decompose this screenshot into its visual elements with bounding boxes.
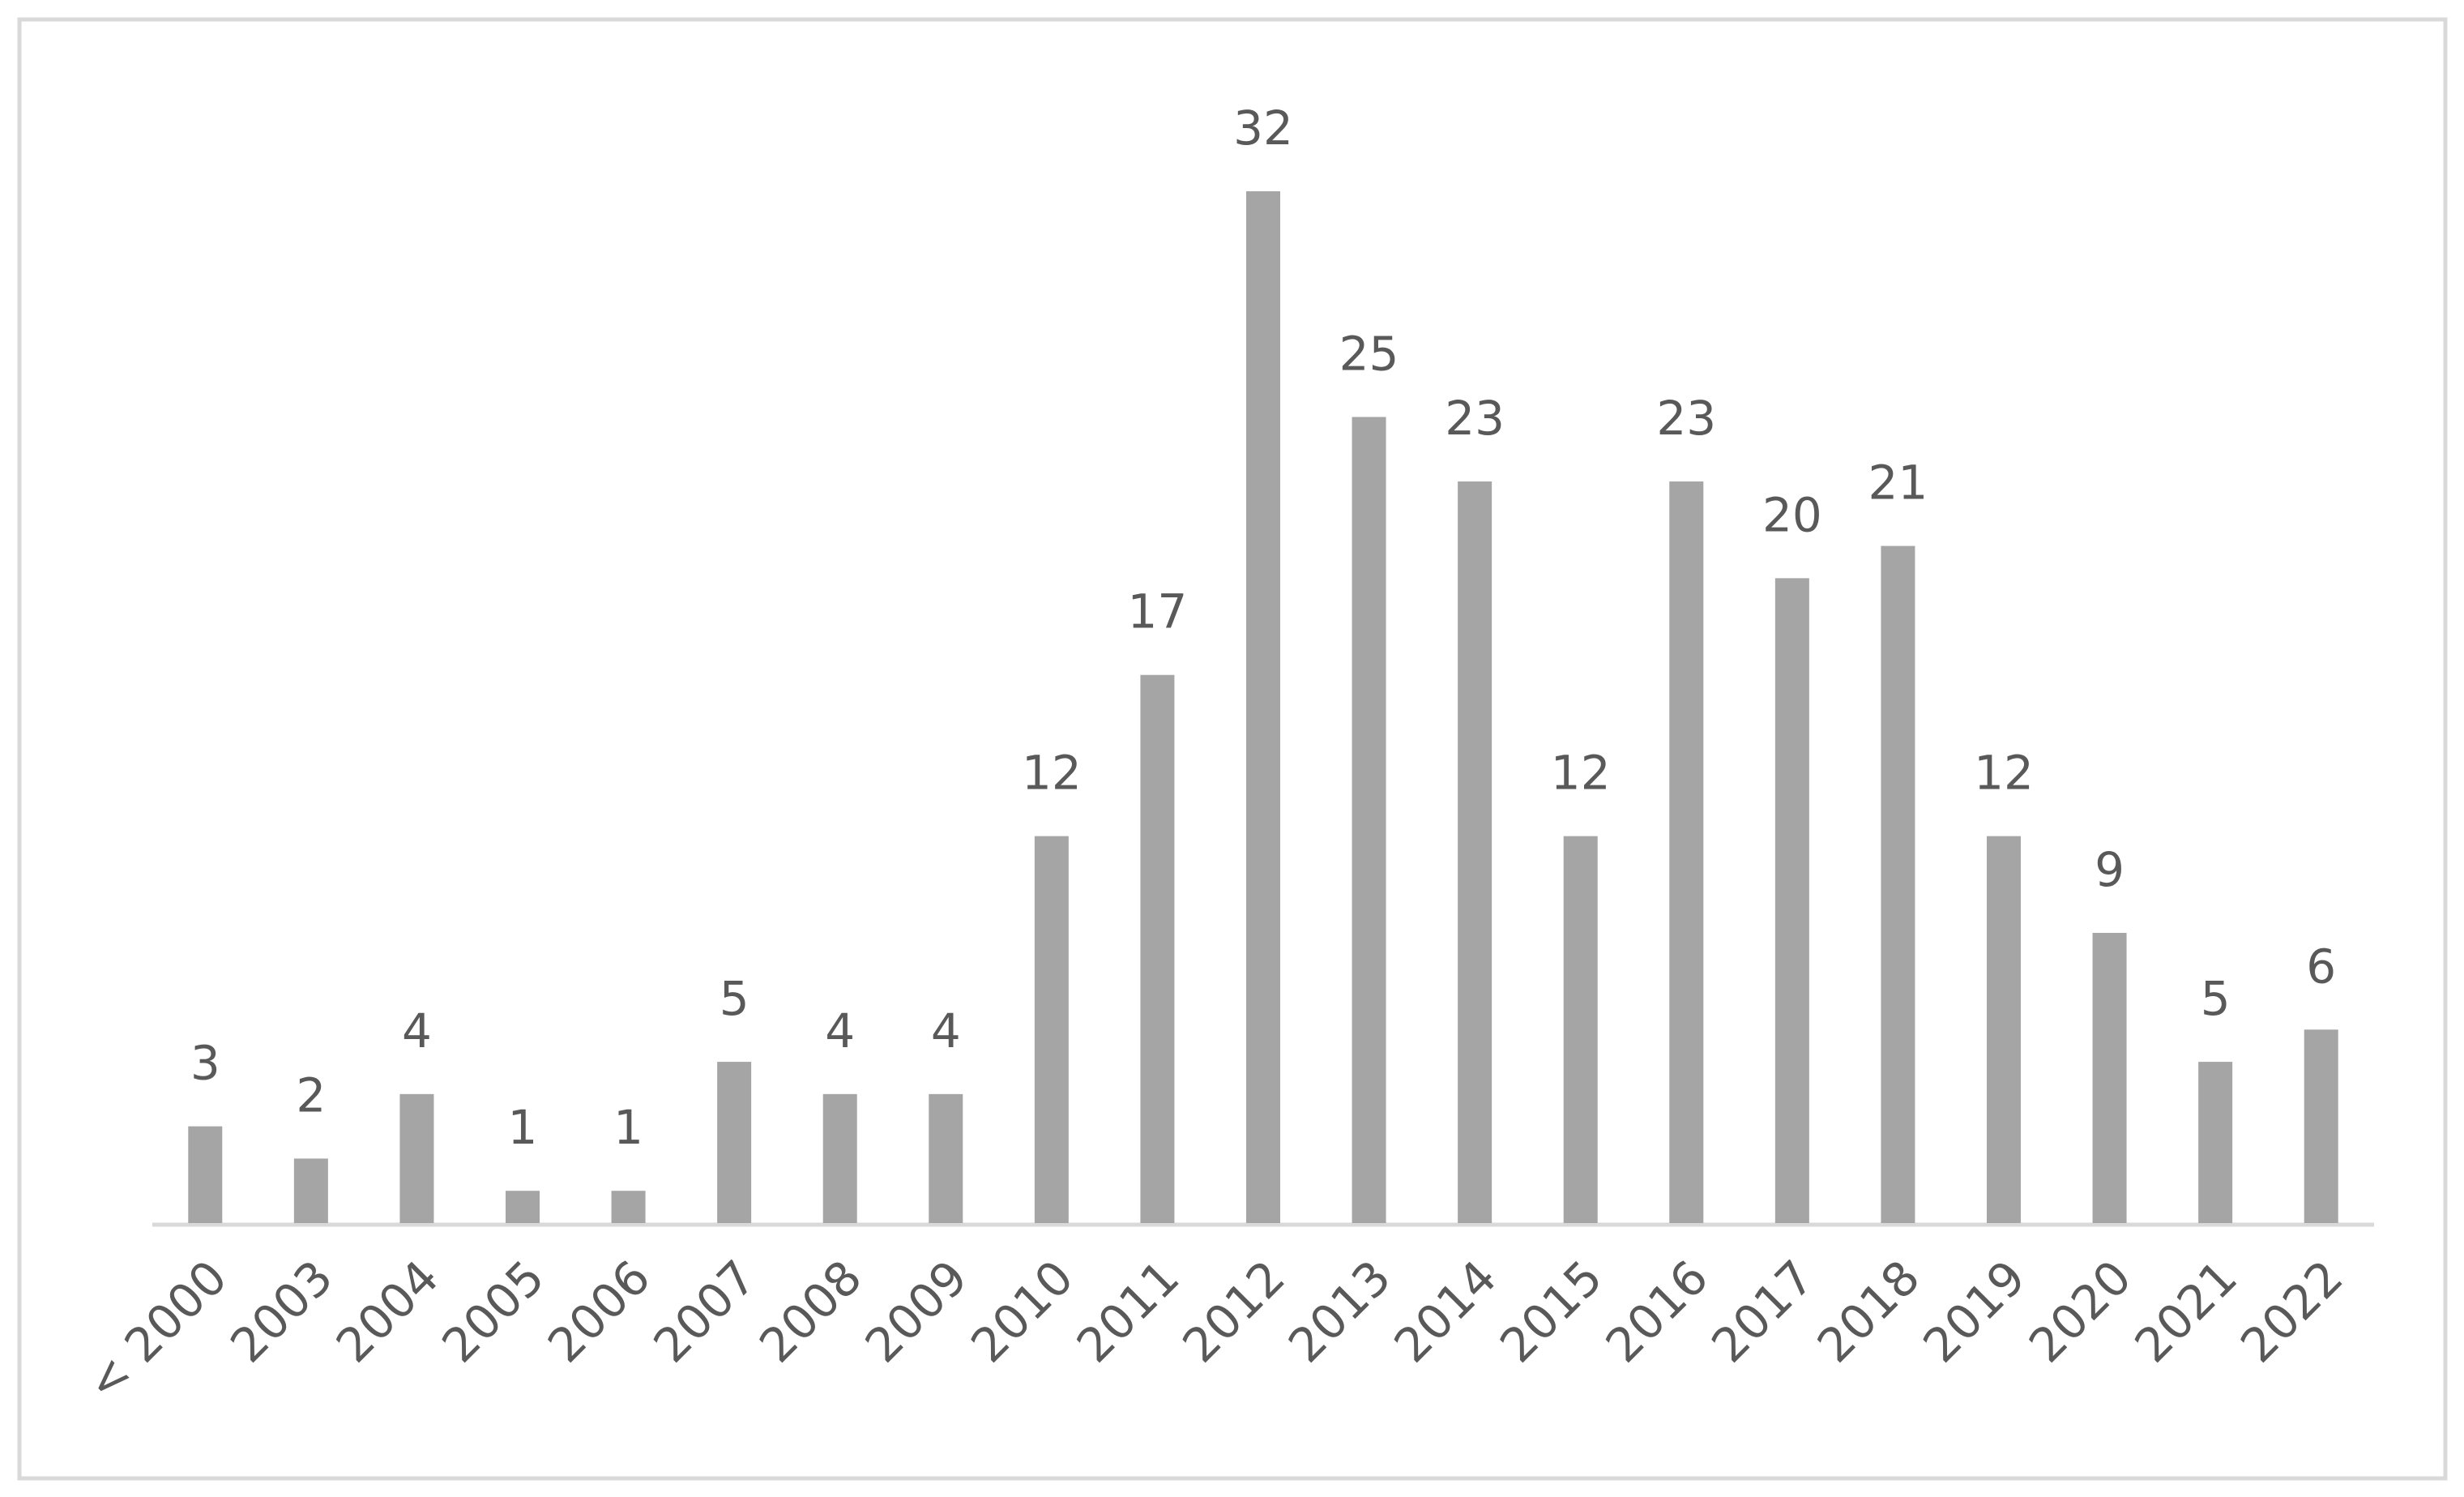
bar bbox=[1458, 481, 1492, 1223]
bar bbox=[717, 1062, 752, 1223]
data-label: 21 bbox=[1868, 456, 1928, 511]
bar bbox=[1669, 481, 1704, 1223]
data-label: 1 bbox=[508, 1100, 538, 1155]
bar bbox=[1140, 674, 1175, 1223]
data-label: 17 bbox=[1128, 584, 1188, 639]
data-label: 25 bbox=[1339, 326, 1399, 381]
data-label: 4 bbox=[931, 1003, 961, 1059]
data-label: 9 bbox=[2095, 842, 2125, 897]
bar bbox=[611, 1191, 646, 1223]
bar bbox=[506, 1191, 540, 1223]
bar bbox=[1881, 545, 1915, 1223]
data-label: 5 bbox=[720, 971, 749, 1026]
data-label: 5 bbox=[2201, 971, 2231, 1026]
data-label: 1 bbox=[613, 1100, 643, 1155]
bar bbox=[1246, 191, 1280, 1223]
bar bbox=[1034, 836, 1069, 1223]
bar bbox=[2092, 932, 2127, 1223]
data-label: 6 bbox=[2306, 939, 2336, 994]
data-label: 2 bbox=[296, 1067, 326, 1123]
data-label: 23 bbox=[1445, 391, 1505, 446]
data-label: 12 bbox=[1974, 746, 2034, 801]
bar bbox=[1563, 836, 1598, 1223]
bar bbox=[2304, 1029, 2338, 1223]
chart-frame bbox=[17, 17, 2448, 1481]
data-label: 12 bbox=[1022, 746, 1082, 801]
bar bbox=[929, 1093, 963, 1223]
data-label: 4 bbox=[402, 1003, 432, 1059]
bar bbox=[1774, 578, 1809, 1223]
data-label: 12 bbox=[1551, 746, 1611, 801]
data-label: 23 bbox=[1656, 391, 1716, 446]
bar bbox=[293, 1158, 328, 1223]
bar bbox=[822, 1093, 857, 1223]
bar bbox=[2198, 1062, 2233, 1223]
bar bbox=[1352, 417, 1386, 1223]
bar bbox=[1987, 836, 2021, 1223]
data-label: 4 bbox=[825, 1003, 855, 1059]
data-label: 32 bbox=[1233, 101, 1293, 156]
data-label: 3 bbox=[190, 1036, 220, 1091]
data-label: 20 bbox=[1762, 487, 1822, 542]
bar bbox=[188, 1126, 223, 1223]
bar bbox=[399, 1093, 434, 1223]
